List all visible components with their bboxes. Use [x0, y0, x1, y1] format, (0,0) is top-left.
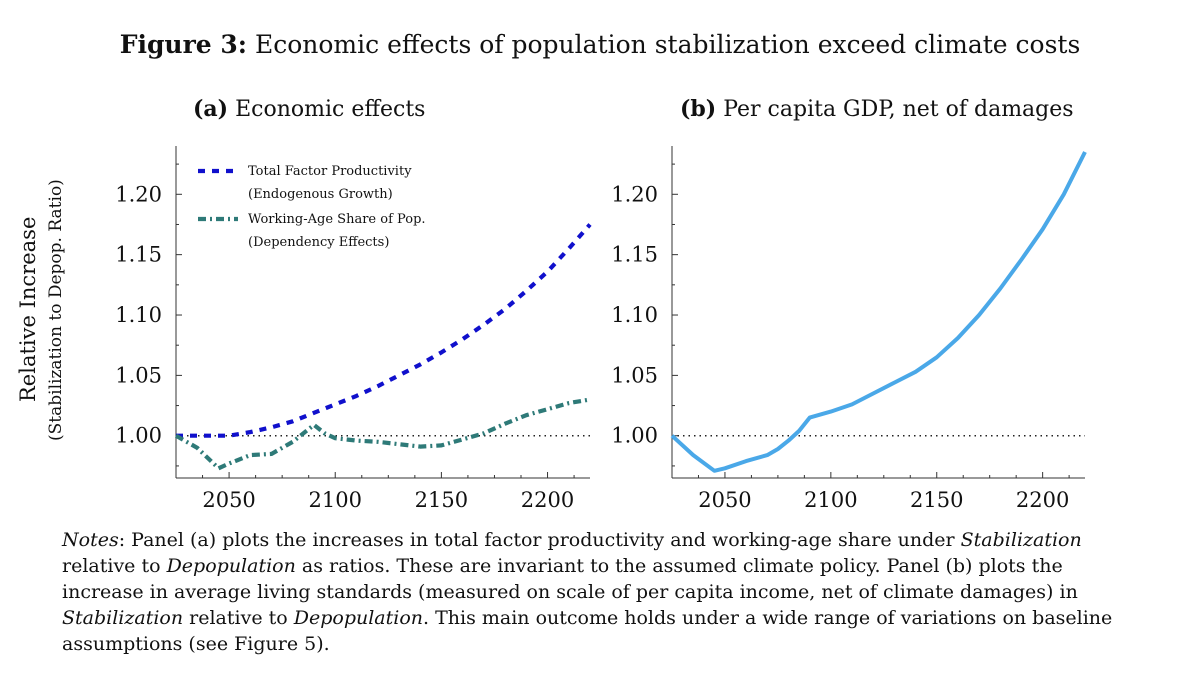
panel-a-x-tick-label: 2150 — [415, 488, 468, 512]
panel-a-subtitle: (a) Economic effects — [193, 96, 425, 122]
legend-label-2: Working-Age Share of Pop. — [248, 212, 426, 227]
notes-text-2: relative to — [62, 555, 167, 577]
panel-b-series-1-line — [670, 151, 1087, 473]
panel-a-x-tick-label: 2100 — [309, 488, 362, 512]
notes-text-4: relative to — [183, 607, 294, 629]
figure-label: Figure 3: — [119, 30, 248, 59]
legend-sublabel-1: (Endogenous Growth) — [248, 187, 393, 202]
panel-a-y-tick-label: 1.15 — [115, 243, 162, 267]
legend-sublabel-2: (Dependency Effects) — [248, 235, 389, 250]
figure-title-text: Economic effects of population stabiliza… — [254, 30, 1081, 59]
notes-text-3: as ratios. These are invariant to the as… — [62, 555, 1078, 603]
panel-b-x-tick-label: 2200 — [1016, 488, 1069, 512]
panel-b-title: Per capita GDP, net of damages — [723, 97, 1074, 122]
panel-a-series-2-line — [174, 397, 591, 471]
panel-b-x-tick-label: 2150 — [910, 488, 963, 512]
panel-b-y-tick-label: 1.20 — [611, 182, 658, 206]
panel-b-label: (b) — [680, 96, 717, 122]
notes-stabilization-1: Stabilization — [960, 529, 1082, 551]
notes-text-1: : Panel (a) plots the increases in total… — [118, 529, 961, 551]
panel-a-x-tick-label: 2200 — [521, 488, 574, 512]
notes-depopulation-2: Depopulation — [293, 607, 424, 629]
panel-b-x-tick-label: 2100 — [804, 488, 857, 512]
panel-b-y-tick-label: 1.15 — [611, 243, 658, 267]
notes-stabilization-2: Stabilization — [62, 607, 184, 629]
figure-charts: 1.00 1.05 1.10 1.15 1.20 2050 2100 2150 2200 1.00… — [115, 146, 1087, 512]
panel-a-x-tick-label: 2050 — [202, 488, 255, 512]
panel-b-x-tick-label: 2050 — [698, 488, 751, 512]
panel-a-y-tick-label: 1.20 — [115, 182, 162, 206]
panel-b-subtitle: (b) Per capita GDP, net of damages — [680, 96, 1074, 122]
panel-a-label: (a) — [193, 96, 229, 122]
panel-a-title: Economic effects — [235, 97, 426, 122]
notes-lead: Notes — [62, 529, 119, 551]
notes-depopulation-1: Depopulation — [166, 555, 296, 577]
panel-b-y-tick-label: 1.05 — [611, 363, 658, 387]
figure-notes: Notes: Panel (a) plots the increases in … — [62, 527, 1142, 657]
panel-a-series-1-line — [176, 223, 592, 438]
panel-a-y-tick-label: 1.00 — [115, 424, 162, 448]
panel-b-y-tick-label: 1.10 — [611, 303, 658, 327]
figure-title: Figure 3: Economic effects of population… — [0, 30, 1200, 59]
panel-a-y-tick-label: 1.05 — [115, 363, 162, 387]
panel-b-y-tick-label: 1.00 — [611, 424, 658, 448]
legend-label-1: Total Factor Productivity — [248, 164, 412, 179]
panel-a-y-tick-label: 1.10 — [115, 303, 162, 327]
notes-text-5: . This main outcome holds under a wide r… — [62, 607, 1113, 655]
